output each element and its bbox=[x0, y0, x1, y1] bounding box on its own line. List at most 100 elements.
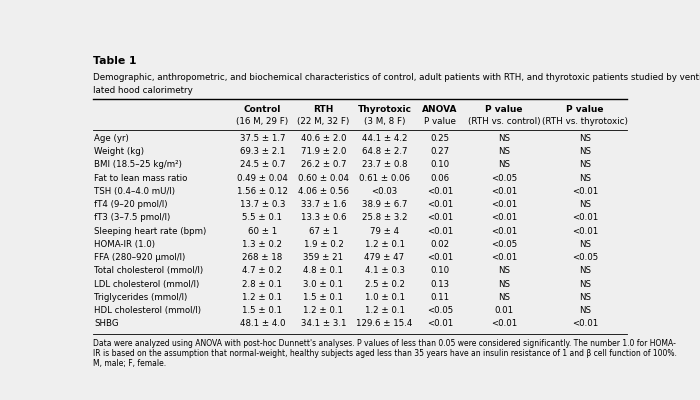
Text: <0.05: <0.05 bbox=[491, 240, 517, 249]
Text: <0.05: <0.05 bbox=[491, 174, 517, 183]
Text: lated hood calorimetry: lated hood calorimetry bbox=[93, 86, 192, 94]
Text: 4.8 ± 0.1: 4.8 ± 0.1 bbox=[304, 266, 344, 275]
Text: 1.5 ± 0.1: 1.5 ± 0.1 bbox=[304, 293, 344, 302]
Text: 0.25: 0.25 bbox=[430, 134, 449, 143]
Text: 2.5 ± 0.2: 2.5 ± 0.2 bbox=[365, 280, 405, 289]
Text: Data were analyzed using ANOVA with post-hoc Dunnett's analyses. P values of les: Data were analyzed using ANOVA with post… bbox=[93, 339, 676, 348]
Text: P value: P value bbox=[566, 105, 604, 114]
Text: NS: NS bbox=[498, 293, 510, 302]
Text: 79 ± 4: 79 ± 4 bbox=[370, 227, 399, 236]
Text: (16 M, 29 F): (16 M, 29 F) bbox=[237, 117, 288, 126]
Text: M, male; F, female.: M, male; F, female. bbox=[93, 359, 166, 368]
Text: 1.0 ± 0.1: 1.0 ± 0.1 bbox=[365, 293, 405, 302]
Text: 40.6 ± 2.0: 40.6 ± 2.0 bbox=[301, 134, 346, 143]
Text: 69.3 ± 2.1: 69.3 ± 2.1 bbox=[240, 147, 285, 156]
Text: NS: NS bbox=[579, 306, 592, 315]
Text: <0.01: <0.01 bbox=[491, 187, 517, 196]
Text: 0.02: 0.02 bbox=[430, 240, 449, 249]
Text: 4.06 ± 0.56: 4.06 ± 0.56 bbox=[298, 187, 349, 196]
Text: 0.60 ± 0.04: 0.60 ± 0.04 bbox=[298, 174, 349, 183]
Text: 1.2 ± 0.1: 1.2 ± 0.1 bbox=[242, 293, 283, 302]
Text: IR is based on the assumption that normal-weight, healthy subjects aged less tha: IR is based on the assumption that norma… bbox=[93, 349, 677, 358]
Text: (3 M, 8 F): (3 M, 8 F) bbox=[364, 117, 405, 126]
Text: 0.01: 0.01 bbox=[494, 306, 513, 315]
Text: NS: NS bbox=[579, 266, 592, 275]
Text: 4.1 ± 0.3: 4.1 ± 0.3 bbox=[365, 266, 405, 275]
Text: NS: NS bbox=[579, 134, 592, 143]
Text: (RTH vs. control): (RTH vs. control) bbox=[468, 117, 540, 126]
Text: 48.1 ± 4.0: 48.1 ± 4.0 bbox=[239, 319, 285, 328]
Text: TSH (0.4–4.0 mU/l): TSH (0.4–4.0 mU/l) bbox=[94, 187, 175, 196]
Text: <0.01: <0.01 bbox=[427, 187, 454, 196]
Text: 359 ± 21: 359 ± 21 bbox=[303, 253, 344, 262]
Text: 23.7 ± 0.8: 23.7 ± 0.8 bbox=[362, 160, 407, 170]
Text: NS: NS bbox=[498, 160, 510, 170]
Text: Demographic, anthropometric, and biochemical characteristics of control, adult p: Demographic, anthropometric, and biochem… bbox=[93, 73, 700, 82]
Text: Triglycerides (mmol/l): Triglycerides (mmol/l) bbox=[94, 293, 188, 302]
Text: <0.01: <0.01 bbox=[427, 200, 454, 209]
Text: 60 ± 1: 60 ± 1 bbox=[248, 227, 277, 236]
Text: 13.3 ± 0.6: 13.3 ± 0.6 bbox=[301, 213, 346, 222]
Text: Weight (kg): Weight (kg) bbox=[94, 147, 144, 156]
Text: 0.11: 0.11 bbox=[430, 293, 449, 302]
Text: 25.8 ± 3.2: 25.8 ± 3.2 bbox=[362, 213, 407, 222]
Text: 1.9 ± 0.2: 1.9 ± 0.2 bbox=[304, 240, 344, 249]
Text: 1.2 ± 0.1: 1.2 ± 0.1 bbox=[304, 306, 344, 315]
Text: ANOVA: ANOVA bbox=[422, 105, 458, 114]
Text: 1.5 ± 0.1: 1.5 ± 0.1 bbox=[242, 306, 283, 315]
Text: 5.5 ± 0.1: 5.5 ± 0.1 bbox=[242, 213, 283, 222]
Text: P value: P value bbox=[485, 105, 523, 114]
Text: <0.01: <0.01 bbox=[572, 319, 598, 328]
Text: NS: NS bbox=[579, 200, 592, 209]
Text: 0.06: 0.06 bbox=[430, 174, 449, 183]
Text: 129.6 ± 15.4: 129.6 ± 15.4 bbox=[356, 319, 413, 328]
Text: 67 ± 1: 67 ± 1 bbox=[309, 227, 338, 236]
Text: FFA (280–920 μmol/l): FFA (280–920 μmol/l) bbox=[94, 253, 186, 262]
Text: RTH: RTH bbox=[314, 105, 334, 114]
Text: 34.1 ± 3.1: 34.1 ± 3.1 bbox=[301, 319, 346, 328]
Text: 4.7 ± 0.2: 4.7 ± 0.2 bbox=[242, 266, 283, 275]
Text: NS: NS bbox=[498, 134, 510, 143]
Text: <0.01: <0.01 bbox=[491, 253, 517, 262]
Text: 24.5 ± 0.7: 24.5 ± 0.7 bbox=[239, 160, 285, 170]
Text: NS: NS bbox=[579, 160, 592, 170]
Text: <0.01: <0.01 bbox=[427, 213, 454, 222]
Text: <0.01: <0.01 bbox=[491, 319, 517, 328]
Text: fT3 (3–7.5 pmol/l): fT3 (3–7.5 pmol/l) bbox=[94, 213, 170, 222]
Text: 37.5 ± 1.7: 37.5 ± 1.7 bbox=[239, 134, 285, 143]
Text: NS: NS bbox=[579, 147, 592, 156]
Text: NS: NS bbox=[498, 280, 510, 289]
Text: Thyrotoxic: Thyrotoxic bbox=[358, 105, 412, 114]
Text: SHBG: SHBG bbox=[94, 319, 118, 328]
Text: 0.13: 0.13 bbox=[430, 280, 449, 289]
Text: <0.01: <0.01 bbox=[572, 187, 598, 196]
Text: 0.49 ± 0.04: 0.49 ± 0.04 bbox=[237, 174, 288, 183]
Text: 0.61 ± 0.06: 0.61 ± 0.06 bbox=[359, 174, 410, 183]
Text: 1.2 ± 0.1: 1.2 ± 0.1 bbox=[365, 240, 405, 249]
Text: Table 1: Table 1 bbox=[93, 56, 136, 66]
Text: 0.10: 0.10 bbox=[430, 160, 449, 170]
Text: 479 ± 47: 479 ± 47 bbox=[365, 253, 405, 262]
Text: P value: P value bbox=[424, 117, 456, 126]
Text: HOMA-IR (1.0): HOMA-IR (1.0) bbox=[94, 240, 155, 249]
Text: 44.1 ± 4.2: 44.1 ± 4.2 bbox=[362, 134, 407, 143]
Text: Age (yr): Age (yr) bbox=[94, 134, 129, 143]
Text: 2.8 ± 0.1: 2.8 ± 0.1 bbox=[242, 280, 283, 289]
Text: (RTH vs. thyrotoxic): (RTH vs. thyrotoxic) bbox=[542, 117, 628, 126]
Text: <0.01: <0.01 bbox=[491, 213, 517, 222]
Text: NS: NS bbox=[579, 174, 592, 183]
Text: NS: NS bbox=[579, 240, 592, 249]
Text: BMI (18.5–25 kg/m²): BMI (18.5–25 kg/m²) bbox=[94, 160, 182, 170]
Text: NS: NS bbox=[579, 280, 592, 289]
Text: 1.56 ± 0.12: 1.56 ± 0.12 bbox=[237, 187, 288, 196]
Text: (22 M, 32 F): (22 M, 32 F) bbox=[298, 117, 350, 126]
Text: 3.0 ± 0.1: 3.0 ± 0.1 bbox=[304, 280, 344, 289]
Text: Control: Control bbox=[244, 105, 281, 114]
Text: <0.01: <0.01 bbox=[427, 227, 454, 236]
Text: 1.3 ± 0.2: 1.3 ± 0.2 bbox=[242, 240, 283, 249]
Text: <0.01: <0.01 bbox=[427, 319, 454, 328]
Text: 64.8 ± 2.7: 64.8 ± 2.7 bbox=[362, 147, 407, 156]
Text: <0.03: <0.03 bbox=[372, 187, 398, 196]
Text: <0.05: <0.05 bbox=[427, 306, 454, 315]
Text: Total cholesterol (mmol/l): Total cholesterol (mmol/l) bbox=[94, 266, 203, 275]
